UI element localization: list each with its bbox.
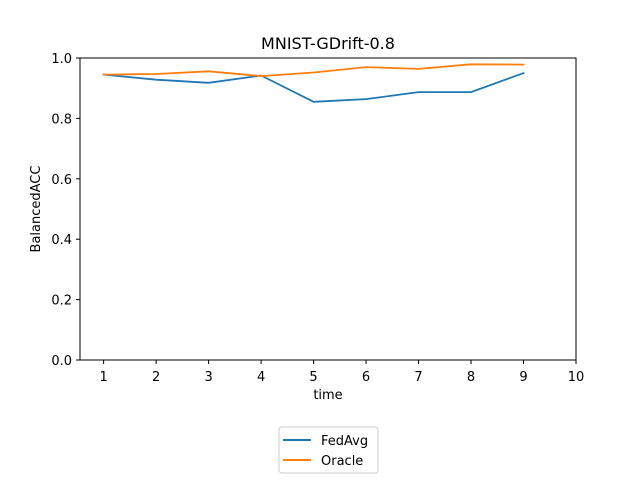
x-tick-label: 2 (152, 370, 160, 385)
y-tick-label: 0.2 (51, 294, 72, 309)
y-tick-label: 1.0 (51, 52, 72, 67)
x-tick-label: 1 (99, 370, 107, 385)
plot-frame (79, 57, 577, 361)
legend-box (278, 426, 379, 474)
y-tick-label: 0.0 (51, 354, 72, 369)
y-tick-label: 0.4 (51, 233, 72, 248)
legend: FedAvg Oracle (278, 426, 379, 474)
x-tick-label: 6 (362, 370, 370, 385)
x-tick-label: 7 (414, 370, 422, 385)
x-tick-label: 9 (519, 370, 527, 385)
x-tick-label: 8 (467, 370, 475, 385)
x-axis-label: time (313, 388, 342, 403)
legend-label-oracle: Oracle (321, 454, 363, 469)
x-tick-label: 4 (257, 370, 265, 385)
plot-area (79, 57, 577, 361)
legend-label-fedavg: FedAvg (321, 434, 368, 449)
x-tick-label: 10 (568, 370, 585, 385)
series-layer (102, 63, 525, 103)
x-tick-label: 5 (309, 370, 317, 385)
series-line-oracle (102, 63, 525, 77)
x-tick-label: 3 (204, 370, 212, 385)
y-axis-label: BalancedACC (29, 166, 44, 253)
series-line-fedavg (102, 71, 525, 103)
y-tick-label: 0.6 (51, 173, 72, 188)
y-tick-label: 0.8 (51, 112, 72, 127)
y-axis: 0.0 0.2 0.4 0.6 0.8 1.0 (51, 52, 80, 369)
chart-title: MNIST-GDrift-0.8 (261, 34, 395, 53)
x-axis: 1 2 3 4 5 6 7 8 9 10 (99, 360, 584, 385)
